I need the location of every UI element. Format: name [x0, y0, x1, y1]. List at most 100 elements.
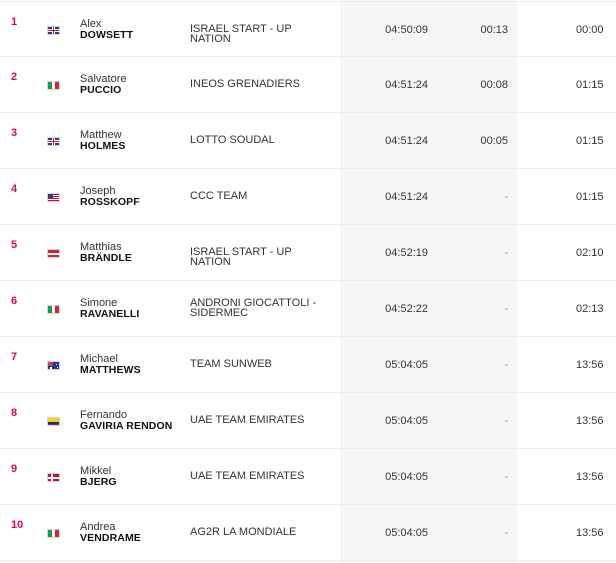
team-name[interactable]: ISRAEL START - UP NATION — [190, 246, 292, 268]
stage-time: 04:50:09 — [385, 24, 428, 36]
time-gap: 13:56 — [576, 415, 604, 427]
rank: 2 — [11, 71, 18, 83]
team-name[interactable]: UAE TEAM EMIRATES — [190, 414, 305, 426]
gb-flag-icon — [47, 137, 60, 146]
bonus-time: - — [504, 359, 508, 371]
stage-time: 05:04:05 — [385, 359, 428, 371]
time-gap: 00:00 — [576, 24, 604, 36]
time-gap: 13:56 — [576, 359, 604, 371]
time-gap: 13:56 — [576, 471, 604, 483]
stage-time: 04:52:22 — [385, 303, 428, 315]
rider-first-name: Alex — [80, 18, 102, 30]
co-flag-icon — [47, 417, 60, 426]
rider-first-name: Andrea — [80, 521, 116, 533]
rider-name[interactable]: Michael MATTHEWS — [80, 354, 141, 376]
team-name[interactable]: CCC TEAM — [190, 190, 248, 202]
rider-last-name: VENDRAME — [80, 532, 141, 544]
team-name[interactable]: ANDRONI GIOCATTOLI - SIDERMEC — [190, 297, 335, 319]
bonus-time: - — [504, 527, 508, 539]
team-name[interactable]: AG2R LA MONDIALE — [190, 526, 297, 538]
rider-last-name: BJERG — [80, 476, 117, 488]
table-row[interactable]: 4 Joseph ROSSKOPF CCC TEAM 04:51:24 - 01… — [0, 169, 616, 225]
rider-name[interactable]: Salvatore PUCCIO — [80, 74, 126, 96]
team-name-line: SIDERMEC — [190, 307, 249, 319]
at-flag-icon — [47, 249, 60, 258]
stage-time: 05:04:05 — [385, 471, 428, 483]
rider-first-name: Simone — [80, 297, 118, 309]
rider-name[interactable]: Mikkel BJERG — [80, 466, 117, 488]
gb-flag-icon — [47, 26, 60, 35]
au-flag-icon — [47, 361, 60, 370]
rider-first-name: Fernando — [80, 409, 128, 421]
team-name[interactable]: ISRAEL START - UP NATION — [190, 23, 292, 45]
bonus-time: - — [504, 303, 508, 315]
table-row[interactable]: 8 Fernando GAVIRIA RENDON UAE TEAM EMIRA… — [0, 393, 616, 449]
time-gap: 02:13 — [576, 303, 604, 315]
table-row[interactable]: 2 Salvatore PUCCIO INEOS GRENADIERS 04:5… — [0, 57, 616, 113]
team-name-line: ANDRONI GIOCATTOLI - — [190, 297, 317, 309]
rank: 10 — [11, 519, 24, 531]
it-flag-icon — [47, 81, 60, 90]
rider-name[interactable]: Alex DOWSETT — [80, 19, 133, 41]
rider-first-name: Mikkel — [80, 465, 112, 477]
table-row[interactable]: 5 Matthias BRÄNDLE ISRAEL START - UP NAT… — [0, 225, 616, 281]
bonus-time: 00:13 — [480, 24, 508, 36]
rider-last-name: PUCCIO — [80, 84, 122, 96]
time-gap: 13:56 — [576, 527, 604, 539]
rider-name[interactable]: Fernando GAVIRIA RENDON — [80, 410, 172, 432]
rank: 7 — [11, 351, 18, 363]
table-row[interactable]: 10 Andrea VENDRAME AG2R LA MONDIALE 05:0… — [0, 505, 616, 561]
rank: 8 — [11, 407, 18, 419]
rider-last-name: BRÄNDLE — [80, 252, 133, 264]
rider-first-name: Joseph — [80, 185, 116, 197]
stage-time: 04:51:24 — [385, 135, 428, 147]
time-gap: 01:15 — [576, 135, 604, 147]
stage-time: 05:04:05 — [385, 527, 428, 539]
rider-name[interactable]: Matthew HOLMES — [80, 130, 126, 152]
bonus-time: 00:05 — [480, 135, 508, 147]
rank: 5 — [11, 239, 18, 251]
team-name[interactable]: LOTTO SOUDAL — [190, 134, 275, 146]
stage-time: 04:51:24 — [385, 191, 428, 203]
stage-time: 04:51:24 — [385, 79, 428, 91]
bonus-time: - — [504, 247, 508, 259]
bonus-time: - — [504, 191, 508, 203]
rider-last-name: ROSSKOPF — [80, 196, 140, 208]
time-gap: 02:10 — [576, 247, 604, 259]
rider-name[interactable]: Joseph ROSSKOPF — [80, 186, 140, 208]
rider-last-name: GAVIRIA RENDON — [80, 420, 173, 432]
time-gap: 01:15 — [576, 79, 604, 91]
rank: 4 — [11, 183, 18, 195]
stage-time: 05:04:05 — [385, 415, 428, 427]
table-row[interactable]: 6 Simone RAVANELLI ANDRONI GIOCATTOLI - … — [0, 281, 616, 337]
bonus-time: 00:08 — [480, 79, 508, 91]
rank: 9 — [11, 463, 18, 475]
time-gap: 01:15 — [576, 191, 604, 203]
rider-last-name: DOWSETT — [80, 29, 134, 41]
rider-first-name: Michael — [80, 353, 118, 365]
rider-name[interactable]: Simone RAVANELLI — [80, 298, 139, 320]
us-flag-icon — [47, 193, 60, 202]
it-flag-icon — [47, 305, 60, 314]
rank: 1 — [11, 16, 18, 28]
dk-flag-icon — [47, 473, 60, 482]
team-name[interactable]: INEOS GRENADIERS — [190, 78, 301, 90]
rider-last-name: HOLMES — [80, 140, 126, 152]
rider-name[interactable]: Matthias BRÄNDLE — [80, 242, 132, 264]
table-row[interactable]: 3 Matthew HOLMES LOTTO SOUDAL 04:51:24 0… — [0, 113, 616, 169]
rider-first-name: Matthias — [80, 241, 122, 253]
table-row[interactable]: 1 Alex DOWSETT ISRAEL START - UP NATION … — [0, 1, 616, 57]
bonus-time: - — [504, 471, 508, 483]
rider-last-name: MATTHEWS — [80, 364, 141, 376]
table-row[interactable]: 9 Mikkel BJERG UAE TEAM EMIRATES 05:04:0… — [0, 449, 616, 505]
team-name[interactable]: UAE TEAM EMIRATES — [190, 470, 305, 482]
team-name[interactable]: TEAM SUNWEB — [190, 358, 272, 370]
rider-first-name: Matthew — [80, 129, 122, 141]
rank: 3 — [11, 127, 18, 139]
rider-name[interactable]: Andrea VENDRAME — [80, 522, 141, 544]
rank: 6 — [11, 295, 18, 307]
table-row[interactable]: 7 Michael MATTHEWS TEAM SUNWEB 05:04:05 … — [0, 337, 616, 393]
rider-first-name: Salvatore — [80, 73, 127, 85]
rider-last-name: RAVANELLI — [80, 308, 140, 320]
